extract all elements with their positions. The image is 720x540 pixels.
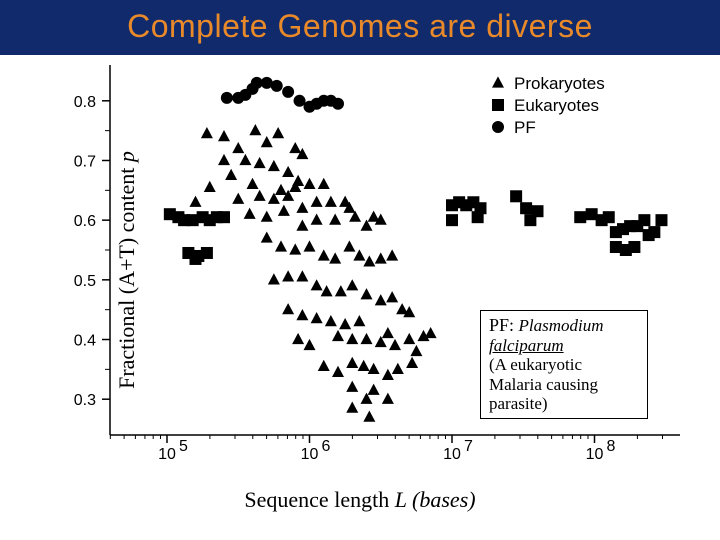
x-axis-label-main: Sequence length [244,487,394,512]
annotation-line2: falciparum [489,336,639,356]
x-axis-label-var: L (bases) [395,487,476,512]
svg-text:Prokaryotes: Prokaryotes [514,74,605,93]
svg-text:10: 10 [158,446,176,463]
svg-text:5: 5 [179,438,188,455]
annotation-line5: parasite) [489,394,639,414]
svg-text:0.8: 0.8 [74,94,96,111]
svg-text:PF: PF [514,118,536,137]
annotation-line1: PF: Plasmodium [489,315,639,336]
slide-title: Complete Genomes are diverse [0,0,720,55]
svg-text:10: 10 [586,446,604,463]
svg-text:0.7: 0.7 [74,153,96,170]
svg-text:6: 6 [322,438,331,455]
svg-text:0.5: 0.5 [74,273,96,290]
svg-text:8: 8 [607,438,616,455]
svg-text:7: 7 [464,438,473,455]
svg-text:0.3: 0.3 [74,392,96,409]
x-axis-label: Sequence length L (bases) [0,487,720,513]
chart-area: Fractional (A+T) content p 0.30.40.50.60… [0,55,720,485]
pf-annotation-box: PF: Plasmodium falciparum (A eukaryotic … [480,310,648,419]
svg-text:10: 10 [443,446,461,463]
svg-text:0.6: 0.6 [74,213,96,230]
annotation-line3: (A eukaryotic [489,355,639,375]
scatter-chart: 0.30.40.50.60.70.8105106107108Prokaryote… [0,55,720,485]
svg-text:Eukaryotes: Eukaryotes [514,96,599,115]
svg-text:10: 10 [301,446,319,463]
annotation-line4: Malaria causing [489,375,639,395]
svg-text:0.4: 0.4 [74,333,96,350]
